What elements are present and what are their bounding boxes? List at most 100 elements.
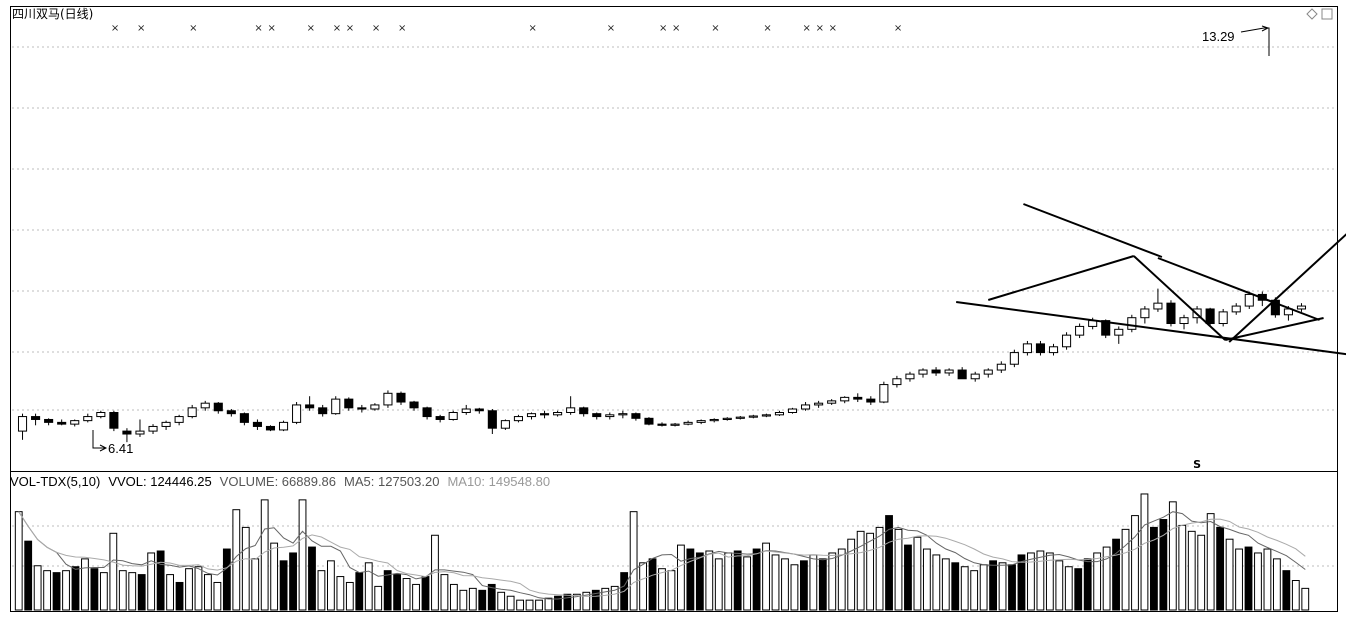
candle-body <box>539 413 550 416</box>
candle <box>644 417 654 426</box>
candle <box>801 402 811 411</box>
volume-bar <box>828 552 837 611</box>
candle <box>853 393 863 403</box>
signal-marker: × <box>659 23 667 34</box>
candle-body <box>1244 293 1254 307</box>
candle <box>200 400 210 411</box>
corner-icons[interactable] <box>1306 8 1333 20</box>
volume-bar <box>951 562 960 611</box>
volume-bar <box>90 568 99 611</box>
candle <box>513 414 523 423</box>
candle <box>44 418 54 426</box>
candle-body <box>774 411 785 416</box>
candle-body <box>239 413 249 423</box>
volume-bar <box>1206 513 1215 611</box>
volume-bar <box>1131 515 1139 611</box>
signal-marker: × <box>372 23 380 34</box>
candle <box>344 397 354 411</box>
candle-body <box>709 418 719 422</box>
candle-body <box>1153 302 1163 310</box>
candle-body <box>474 408 484 412</box>
volume-bar <box>308 546 316 611</box>
high-arrow-icon <box>1261 25 1270 32</box>
candle <box>461 404 471 415</box>
candle <box>1048 343 1059 356</box>
descending-line <box>1157 257 1320 321</box>
volume-bar <box>1178 524 1187 611</box>
low-price-label: 6.41 <box>108 441 133 456</box>
low-arrow-icon <box>99 444 108 452</box>
volume-bar <box>487 583 496 611</box>
volume-bar <box>1197 534 1206 611</box>
candle <box>605 412 615 420</box>
candle-body <box>944 369 954 374</box>
volume-bar <box>175 581 184 611</box>
volume-ma10-line <box>18 511 1306 597</box>
signal-marker: × <box>267 23 275 34</box>
candle <box>1075 323 1085 339</box>
diamond-icon[interactable] <box>1306 8 1318 20</box>
candle-body <box>370 404 380 410</box>
candle-body <box>1127 317 1137 330</box>
candle <box>1035 340 1046 356</box>
volume-bar <box>733 550 742 611</box>
volume-bar <box>1027 552 1035 611</box>
volume-bar <box>544 597 553 611</box>
signal-marker: × <box>346 23 354 34</box>
volume-bar <box>364 562 373 611</box>
volume-bar <box>752 548 761 611</box>
candle <box>944 368 954 376</box>
signal-marker: × <box>711 23 719 34</box>
volume-bar <box>440 574 449 611</box>
candle <box>683 420 693 426</box>
candle-body <box>252 421 262 427</box>
candle <box>774 410 785 416</box>
high-price-label: 13.29 <box>1202 29 1235 44</box>
volume-ma5-line <box>18 511 1306 600</box>
candle-body <box>827 400 837 404</box>
candle <box>579 406 589 417</box>
candle <box>814 400 824 408</box>
volume-bar <box>1168 501 1177 611</box>
candle <box>970 371 980 382</box>
candle <box>396 391 406 405</box>
candle-body <box>1205 308 1215 325</box>
candle-body <box>748 415 758 418</box>
volume-bar <box>960 566 969 611</box>
candle <box>370 403 380 411</box>
volume-bar <box>629 511 638 611</box>
candle <box>409 400 419 411</box>
price-labels: 13.29 6.41 <box>92 25 1270 456</box>
candle-body <box>122 430 132 435</box>
volume-bar <box>289 552 297 611</box>
candle-body <box>735 416 745 419</box>
candle-body <box>918 369 928 375</box>
volume-bar <box>790 564 799 611</box>
volume-bar <box>336 576 345 611</box>
candle <box>357 404 367 413</box>
volume-bar <box>213 581 222 611</box>
candle <box>422 406 432 420</box>
candle <box>83 413 93 423</box>
candle <box>500 419 510 430</box>
volume-header-label: VVOL: 124446.25 <box>108 474 211 489</box>
square-icon[interactable] <box>1321 8 1333 20</box>
signal-marker: × <box>333 23 341 34</box>
volume-bar <box>383 570 392 611</box>
candle-body <box>1022 343 1032 354</box>
volume-bar <box>118 570 127 611</box>
candles <box>17 288 1307 443</box>
candle <box>879 381 889 404</box>
volume-bar <box>847 538 856 611</box>
candle <box>1009 349 1019 368</box>
volume-bar <box>922 548 931 611</box>
candle-body <box>853 396 863 400</box>
volume-bar <box>1140 493 1149 611</box>
candle <box>1127 314 1137 333</box>
candle-body <box>226 410 236 415</box>
candle <box>226 409 236 417</box>
volume-header-label: MA5: 127503.20 <box>344 474 439 489</box>
volume-bar <box>714 558 723 611</box>
candle-body <box>670 423 680 426</box>
volume-bar <box>1291 580 1300 611</box>
